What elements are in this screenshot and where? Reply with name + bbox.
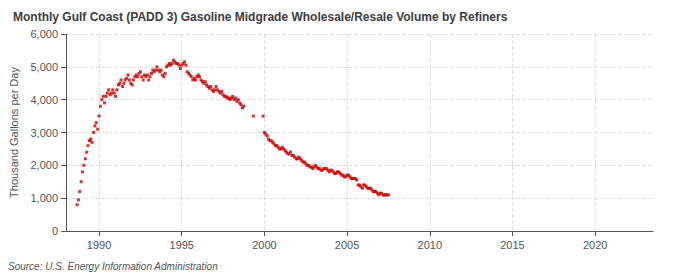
svg-text:0: 0 xyxy=(52,225,58,237)
svg-text:1,000: 1,000 xyxy=(30,192,58,204)
svg-text:2005: 2005 xyxy=(335,239,359,251)
svg-text:2020: 2020 xyxy=(583,239,607,251)
svg-text:3,000: 3,000 xyxy=(30,127,58,139)
svg-text:2015: 2015 xyxy=(500,239,524,251)
svg-text:4,000: 4,000 xyxy=(30,94,58,106)
svg-text:1995: 1995 xyxy=(170,239,194,251)
svg-text:Source: U.S. Energy Informatio: Source: U.S. Energy Information Administ… xyxy=(8,261,218,272)
svg-text:5,000: 5,000 xyxy=(30,61,58,73)
svg-text:Monthly Gulf Coast (PADD 3) Ga: Monthly Gulf Coast (PADD 3) Gasoline Mid… xyxy=(13,10,508,24)
svg-text:2,000: 2,000 xyxy=(30,159,58,171)
svg-text:1990: 1990 xyxy=(87,239,111,251)
svg-text:2000: 2000 xyxy=(252,239,276,251)
svg-text:6,000: 6,000 xyxy=(30,28,58,40)
svg-text:Thousand Gallons per Day: Thousand Gallons per Day xyxy=(8,67,20,198)
svg-text:2010: 2010 xyxy=(418,239,442,251)
